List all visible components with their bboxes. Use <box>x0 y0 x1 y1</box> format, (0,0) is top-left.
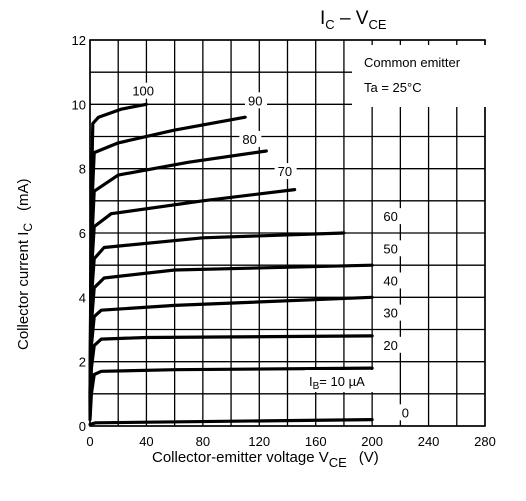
y-tick-label: 8 <box>79 162 86 177</box>
curve-labels: 100 90 80 70 60 50 40 30 20 0 <box>129 82 413 421</box>
y-tick-label: 0 <box>79 419 86 434</box>
curve-label-bg <box>129 82 160 99</box>
series-line <box>88 102 148 396</box>
annotation-line-1: Common emitter <box>364 55 461 70</box>
x-axis-label: Collector-emitter voltage VCE (V) <box>152 449 379 470</box>
curve-label: 70 <box>278 164 292 179</box>
curve-label: 60 <box>383 209 397 224</box>
x-tick-label: 0 <box>86 434 93 449</box>
x-tick-label: 40 <box>139 434 153 449</box>
series-line <box>88 115 247 399</box>
curve-label-bg <box>239 130 262 147</box>
curve-label: 20 <box>383 338 397 353</box>
x-tick-label: 120 <box>248 434 270 449</box>
annotation-line-2: Ta = 25°C <box>364 80 422 95</box>
chart-title: IC – VCE <box>320 8 387 32</box>
x-tick-label: 240 <box>418 434 440 449</box>
x-tick-label: 80 <box>196 434 210 449</box>
y-tick-label: 4 <box>79 290 86 305</box>
x-tick-label: 280 <box>474 434 496 449</box>
curve-label: 30 <box>383 306 397 321</box>
curve-label: 40 <box>383 273 397 288</box>
curve-label-bg <box>380 272 403 289</box>
curve-label: 100 <box>132 84 154 99</box>
curve-label-bg <box>245 92 267 109</box>
y-tick-label: 10 <box>72 97 86 112</box>
curves <box>88 102 374 426</box>
curve-label-bg <box>274 163 297 180</box>
curve-label: 50 <box>383 241 397 256</box>
curve-label-bg <box>380 208 403 225</box>
ib-label: IB= 10 µA <box>309 374 365 392</box>
y-tick-label: 12 <box>72 33 86 48</box>
curve-label-bg <box>380 240 403 257</box>
ib-label-bg <box>305 370 381 392</box>
y-tick-label: 2 <box>79 355 86 370</box>
series-line <box>88 418 374 426</box>
curve-label: 90 <box>248 93 262 108</box>
curve-label-bg <box>380 336 403 353</box>
curve-label: 80 <box>242 132 256 147</box>
x-tick-label: 160 <box>305 434 327 449</box>
y-tick-label: 6 <box>79 226 86 241</box>
curve-label: 0 <box>402 405 409 420</box>
curve-label-bg <box>380 304 403 321</box>
x-tick-label: 200 <box>361 434 383 449</box>
curve-label-bg <box>398 404 413 421</box>
annotation-box <box>352 45 498 107</box>
y-axis-label: Collector current IC(mA) <box>15 178 35 350</box>
